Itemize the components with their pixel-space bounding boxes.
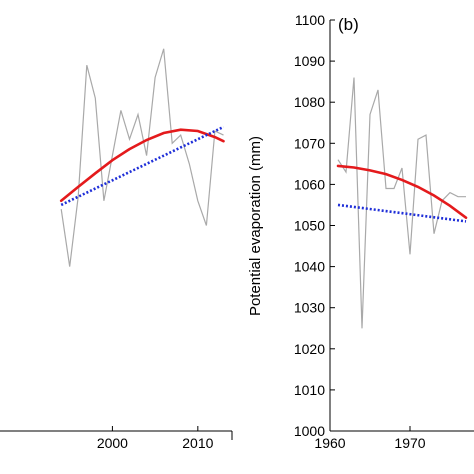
- panel-a-series: [59, 48, 225, 267]
- panel-a: 2000 2010: [0, 48, 233, 451]
- x-tick-label: 2000: [97, 435, 128, 451]
- y-tick-label: 1080: [294, 94, 325, 110]
- series-polynomial-fit: [59, 128, 225, 203]
- y-tick-label: 1060: [294, 176, 325, 192]
- panel-b-y-ticks: 1000 1010 1020 1030 1040 1050 1060 1070 1080 1090…: [294, 12, 335, 439]
- x-tick-label: 1960: [314, 435, 345, 451]
- y-tick-label: 1050: [294, 218, 325, 234]
- y-tick-label: 1010: [294, 382, 325, 398]
- panel-b-series: [336, 77, 468, 329]
- y-tick-label: 1100: [295, 12, 325, 28]
- series-observed: [337, 77, 466, 329]
- x-tick-label: 1970: [394, 435, 425, 451]
- series-polynomial-fit: [336, 164, 468, 219]
- panel-b-label: (b): [338, 15, 359, 34]
- y-tick-label: 1090: [294, 53, 325, 69]
- y-tick-label: 1070: [294, 135, 325, 151]
- series-linear-trend: [60, 125, 225, 207]
- series-linear-trend: [337, 203, 467, 223]
- panel-b-x-ticks: 1960 1970: [314, 426, 426, 451]
- series-observed: [60, 48, 224, 267]
- y-tick-label: 1040: [294, 259, 325, 275]
- x-tick-label: 2010: [182, 435, 213, 451]
- y-tick-label: 1020: [294, 341, 325, 357]
- panel-b: 1000 1010 1020 1030 1040 1050 1060 1070 1080 1090…: [247, 12, 474, 451]
- panel-a-x-ticks: 2000 2010: [97, 426, 214, 451]
- y-tick-label: 1000: [294, 423, 325, 439]
- panel-b-y-axis-label: Potential evaporation (mm): [247, 136, 264, 316]
- y-tick-label: 1030: [294, 300, 325, 316]
